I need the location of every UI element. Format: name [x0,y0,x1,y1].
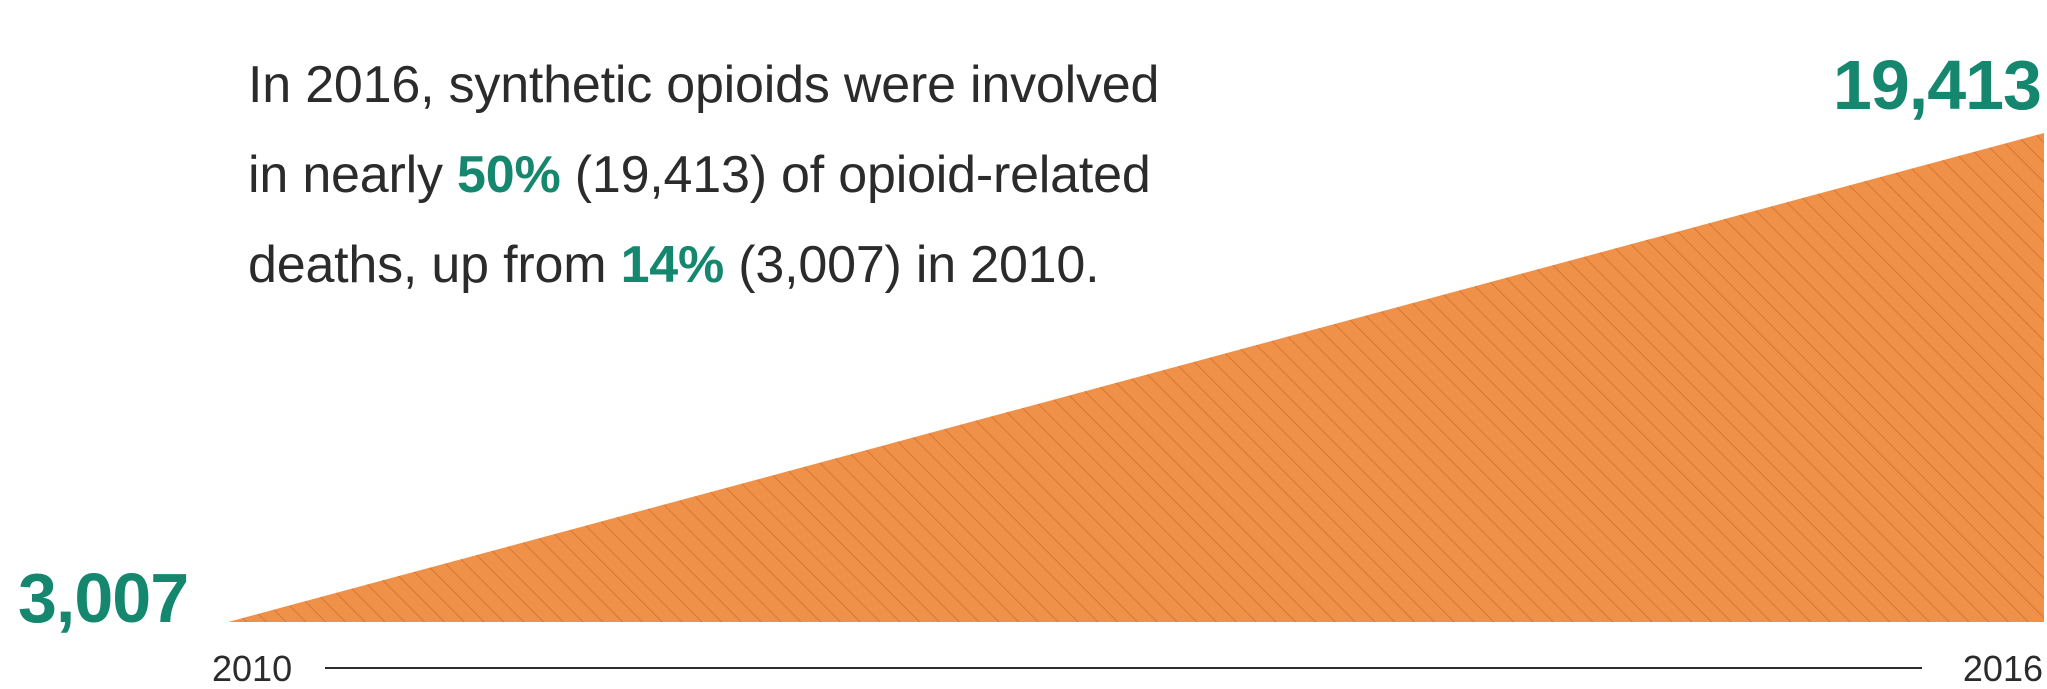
headline-line-1: In 2016, synthetic opioids were involved [248,56,1160,114]
x-tick-label-2016: 2016 [1962,648,2043,689]
headline-line-2-pre: in nearly [248,146,457,204]
headline-line-3-pre: deaths, up from [248,236,621,294]
headline-line-2: in nearly 50% (19,413) of opioid-related [248,130,1298,220]
headline-text: In 2016, synthetic opioids were involved… [248,40,1298,310]
highlight-2016-percent: 50% [457,146,561,204]
headline-line-2-post: (19,413) of opioid-related [560,146,1151,204]
x-tick-label-2010: 2010 [212,648,293,689]
highlight-2010-percent: 14% [620,236,725,294]
data-label-2010: 3,007 [18,559,189,637]
data-area [228,133,2044,622]
headline-line-3: deaths, up from 14% (3,007) in 2010. [248,220,1298,310]
headline-line-3-post: (3,007) in 2010. [724,236,1100,294]
data-label-2016: 19,413 [1832,46,2042,124]
